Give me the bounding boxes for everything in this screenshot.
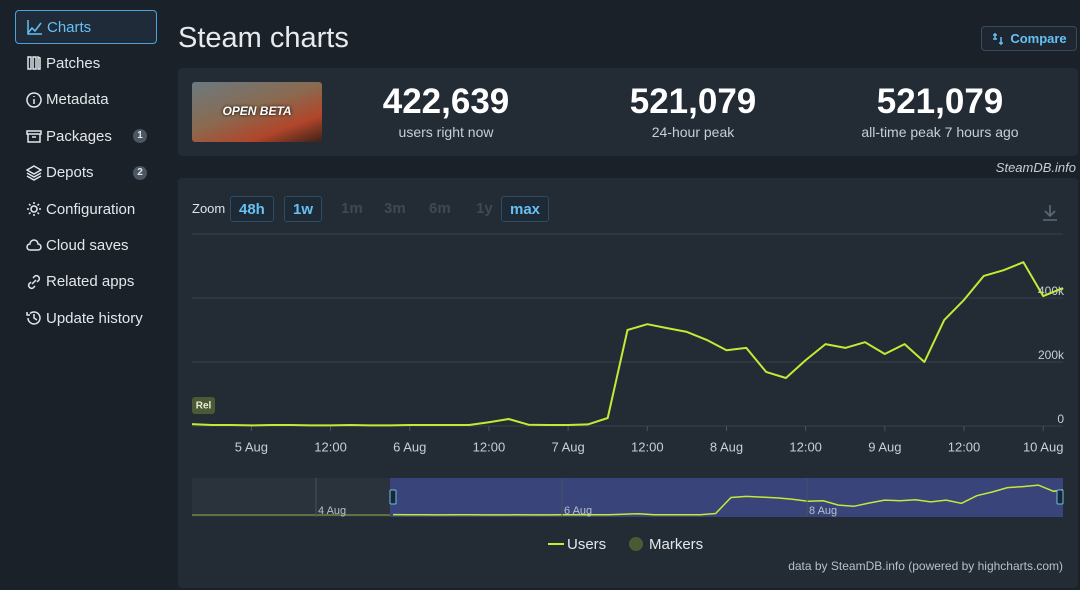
navigator-label: 4 Aug bbox=[318, 505, 346, 517]
sidebar-item[interactable]: Packages 1 bbox=[15, 119, 157, 153]
x-tick-label: 12:00 bbox=[473, 439, 506, 454]
sidebar-icon bbox=[26, 311, 41, 325]
x-tick-label: 6 Aug bbox=[393, 439, 426, 454]
sidebar-item[interactable]: Cloud saves bbox=[15, 228, 157, 262]
x-tick-label: 10 Aug bbox=[1023, 439, 1064, 454]
legend-label[interactable]: Users bbox=[567, 536, 606, 553]
icon-shape bbox=[26, 92, 42, 108]
chart: 0 200k 400k 5 Aug 12:00 6 Aug 12:00 7 Aug 12:00 8… bbox=[191, 233, 1065, 573]
sidebar-label: Patches bbox=[46, 54, 101, 72]
sidebar-badge: 1 bbox=[133, 129, 147, 144]
sidebar-icon bbox=[27, 202, 41, 216]
x-tick-label: 7 Aug bbox=[551, 439, 584, 454]
sidebar-item[interactable]: Metadata bbox=[15, 83, 157, 117]
zoom-button[interactable]: max bbox=[501, 196, 550, 222]
marker-label: Rel bbox=[196, 401, 212, 412]
sidebar-item[interactable]: Related apps bbox=[15, 265, 157, 299]
chart-panel: Zoom 48h 1w 1m 3m 6m 1y max 0 200k 400k 5 Aug 12:0… bbox=[178, 178, 1078, 588]
zoom-label: Zoom bbox=[192, 201, 226, 216]
x-tick-label: 12:00 bbox=[789, 439, 822, 454]
marker-badge bbox=[192, 397, 215, 414]
icon-shape bbox=[27, 274, 41, 289]
navigator-handle[interactable] bbox=[389, 489, 397, 505]
page-title: Steam charts bbox=[178, 22, 349, 54]
sidebar-icon bbox=[26, 130, 42, 143]
sidebar-label: Cloud saves bbox=[46, 236, 129, 254]
stat-label: users right now bbox=[398, 124, 494, 140]
icon-shape bbox=[27, 20, 42, 35]
stat-value: 422,639 bbox=[382, 82, 510, 121]
sidebar-icon bbox=[27, 56, 41, 71]
navigator-selection bbox=[390, 478, 1063, 517]
sidebar-icon bbox=[27, 20, 42, 35]
watermark: SteamDB.info bbox=[995, 160, 1076, 175]
sidebar-item[interactable]: Depots 2 bbox=[15, 156, 157, 190]
x-tick-label: 12:00 bbox=[314, 439, 347, 454]
x-tick-label: 5 Aug bbox=[235, 439, 268, 454]
legend-marker bbox=[629, 537, 643, 551]
sidebar-label: Charts bbox=[47, 18, 92, 36]
image-text: OPEN BETA bbox=[222, 104, 292, 118]
sidebar-item[interactable]: Charts bbox=[15, 10, 157, 44]
stats-panel bbox=[178, 68, 1078, 156]
compare-icon bbox=[993, 32, 1004, 45]
icon-shape bbox=[27, 56, 41, 71]
y-tick-label: 0 bbox=[1057, 412, 1064, 426]
game-image[interactable]: OPEN BETA bbox=[192, 82, 322, 142]
zoom-button[interactable]: 48h bbox=[230, 196, 274, 222]
stat-value: 521,079 bbox=[876, 82, 1004, 121]
compare-button[interactable]: Compare bbox=[981, 26, 1077, 51]
zoom-button[interactable]: 1m bbox=[341, 200, 363, 217]
sidebar-label: Related apps bbox=[46, 273, 135, 291]
stat-label: 24-hour peak bbox=[651, 124, 735, 140]
navigator-label: 6 Aug bbox=[564, 505, 592, 517]
legend-label[interactable]: Markers bbox=[649, 536, 703, 553]
y-tick-label: 400k bbox=[1038, 284, 1065, 298]
icon-shape bbox=[27, 202, 41, 216]
stat: 422,639 users right now bbox=[326, 82, 566, 140]
stat-value: 521,079 bbox=[629, 82, 757, 121]
sidebar-label: Configuration bbox=[46, 200, 136, 218]
sidebar-icon bbox=[26, 164, 42, 181]
x-tick-label: 12:00 bbox=[631, 439, 664, 454]
x-tick-label: 8 Aug bbox=[710, 439, 743, 454]
sidebar-label: Update history bbox=[46, 309, 143, 327]
sidebar-item[interactable]: Patches bbox=[15, 46, 157, 80]
zoom-button[interactable]: 1w bbox=[284, 196, 323, 222]
icon-shape bbox=[26, 239, 42, 252]
sidebar-icon bbox=[27, 274, 41, 289]
series-line bbox=[191, 261, 1064, 427]
navigator-line bbox=[392, 484, 1064, 516]
compare-label: Compare bbox=[1010, 31, 1067, 46]
x-tick-label: 9 Aug bbox=[868, 439, 901, 454]
sidebar-label: Packages bbox=[46, 127, 112, 145]
y-tick-label: 200k bbox=[1038, 348, 1065, 362]
download-icon[interactable] bbox=[1040, 203, 1060, 223]
stat: 521,079 24-hour peak bbox=[573, 82, 813, 140]
sidebar-item[interactable]: Configuration bbox=[15, 192, 157, 226]
icon-shape bbox=[26, 311, 41, 325]
icon-shape bbox=[26, 130, 42, 143]
navigator-handle[interactable] bbox=[1056, 489, 1064, 505]
sidebar-label: Depots bbox=[46, 164, 94, 182]
sidebar-icon bbox=[26, 92, 42, 108]
x-tick-label: 12:00 bbox=[948, 439, 981, 454]
stat-label: all-time peak 7 hours ago bbox=[861, 124, 1019, 140]
navigator-label: 8 Aug bbox=[809, 505, 837, 517]
sidebar-icon bbox=[26, 239, 42, 252]
icon-shape bbox=[26, 164, 42, 181]
credit: data by SteamDB.info (powered by highcha… bbox=[788, 559, 1063, 573]
zoom-button[interactable]: 3m bbox=[384, 200, 406, 217]
zoom-button[interactable]: 1y bbox=[476, 200, 493, 217]
sidebar-label: Metadata bbox=[46, 91, 109, 109]
sidebar-item[interactable]: Update history bbox=[15, 301, 157, 335]
zoom-button[interactable]: 6m bbox=[429, 200, 451, 217]
sidebar-badge: 2 bbox=[133, 165, 147, 180]
stat: 521,079 all-time peak 7 hours ago bbox=[820, 82, 1060, 140]
